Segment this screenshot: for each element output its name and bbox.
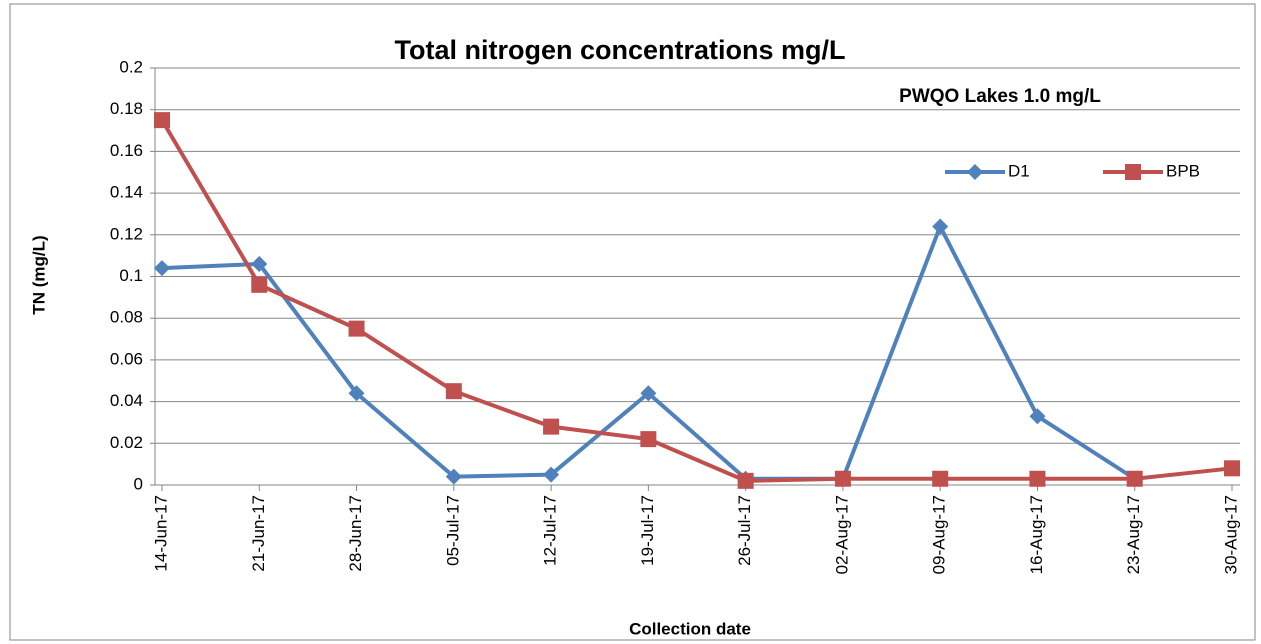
marker — [251, 255, 268, 272]
marker — [154, 260, 170, 277]
x-tick-label: 19-Jul-17 — [638, 495, 657, 566]
marker — [251, 276, 268, 293]
y-tick-label: 0 — [134, 474, 143, 493]
marker — [543, 418, 560, 435]
x-tick-label: 14-Jun-17 — [151, 495, 170, 572]
marker — [1126, 470, 1143, 487]
y-tick-label: 0.16 — [110, 141, 143, 160]
marker — [1029, 408, 1046, 425]
marker — [932, 470, 949, 487]
marker — [154, 112, 170, 129]
marker — [737, 472, 754, 489]
marker — [834, 470, 851, 487]
marker — [640, 385, 657, 402]
marker — [967, 164, 983, 180]
x-tick-label: 09-Aug-17 — [930, 495, 949, 574]
marker — [640, 431, 657, 448]
x-tick-label: 02-Aug-17 — [832, 495, 851, 574]
y-tick-label: 0.2 — [119, 57, 143, 76]
annotation: PWQO Lakes 1.0 mg/L — [899, 86, 1101, 107]
x-tick-label: 30-Aug-17 — [1221, 495, 1240, 574]
x-axis-label: Collection date — [629, 619, 751, 638]
y-tick-label: 0.18 — [110, 99, 143, 118]
marker — [445, 383, 462, 400]
y-tick-label: 0.06 — [110, 349, 143, 368]
x-tick-label: 21-Jun-17 — [249, 495, 268, 572]
legend-label: D1 — [1008, 161, 1030, 180]
marker — [543, 466, 560, 483]
x-tick-label: 26-Jul-17 — [735, 495, 754, 566]
x-tick-label: 23-Aug-17 — [1124, 495, 1143, 574]
x-tick-label: 28-Jun-17 — [346, 495, 365, 572]
x-tick-label: 12-Jul-17 — [541, 495, 560, 566]
marker — [1125, 164, 1141, 180]
x-tick-label: 16-Aug-17 — [1027, 495, 1046, 574]
y-tick-label: 0.04 — [110, 391, 143, 410]
y-tick-label: 0.1 — [119, 266, 143, 285]
chart-title: Total nitrogen concentrations mg/L — [394, 35, 845, 65]
marker — [445, 468, 462, 485]
x-tick-label: 05-Jul-17 — [443, 495, 462, 566]
y-tick-label: 0.08 — [110, 308, 143, 327]
marker — [932, 218, 949, 235]
y-axis-label: TN (mg/L) — [29, 235, 48, 314]
y-tick-label: 0.12 — [110, 224, 143, 243]
marker — [348, 320, 365, 337]
y-tick-label: 0.02 — [110, 433, 143, 452]
legend-label: BPB — [1166, 161, 1200, 180]
marker — [348, 385, 365, 402]
y-tick-label: 0.14 — [110, 183, 143, 202]
marker — [1224, 460, 1240, 477]
series-line — [160, 119, 1233, 483]
marker — [1029, 470, 1046, 487]
